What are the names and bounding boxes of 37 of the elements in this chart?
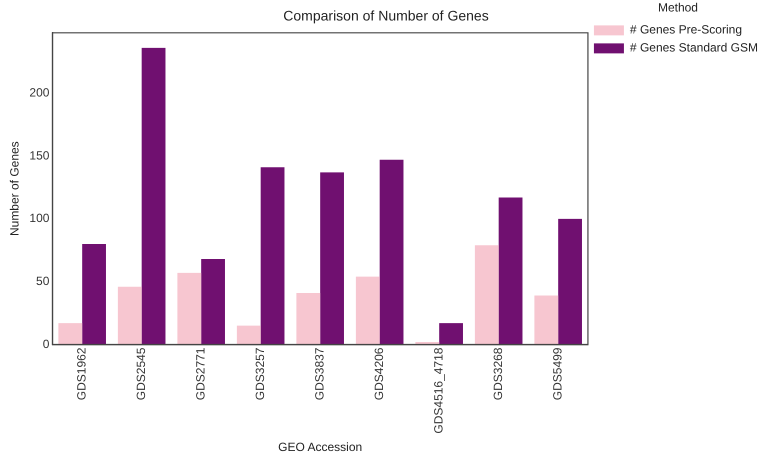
bar (356, 276, 380, 345)
bar (177, 272, 202, 345)
bar (380, 160, 404, 345)
x-tick-label: GDS5499 (550, 347, 564, 400)
x-tick-label: GDS2545 (134, 347, 148, 400)
y-axis-title: Number of Genes (8, 141, 22, 236)
y-tick-label: 50 (36, 274, 50, 288)
bar (58, 323, 82, 345)
x-tick-label: GDS3268 (490, 347, 505, 400)
bar (320, 172, 344, 345)
legend-label: # Genes Standard GSM (630, 40, 758, 55)
bar (201, 259, 225, 345)
x-tick-label: GDS3257 (252, 347, 267, 400)
bar (439, 323, 463, 345)
y-tick-label: 200 (29, 85, 50, 100)
y-tick-label: 150 (29, 148, 50, 162)
bar (236, 326, 261, 345)
bar (498, 197, 522, 345)
bar (142, 48, 166, 345)
bar (296, 292, 320, 345)
x-tick-label: GDS1962 (74, 347, 88, 400)
y-tick-label: 100 (29, 211, 50, 226)
bar (82, 244, 106, 345)
chart-title: Comparison of Number of Genes (283, 7, 489, 24)
x-axis-title: GEO Accession (278, 440, 362, 454)
x-tick-label: GDS2771 (193, 347, 208, 400)
legend-label: # Genes Pre-Scoring (630, 22, 742, 37)
y-tick-label: 0 (42, 336, 50, 351)
bar (118, 286, 142, 345)
x-tick-label: GDS4206 (372, 347, 386, 400)
bar (558, 218, 582, 345)
bar (474, 245, 499, 345)
bar (534, 296, 558, 345)
legend-title: Method (658, 0, 698, 14)
x-tick-label: GDS4516_4718 (431, 347, 446, 434)
bar (260, 167, 284, 345)
x-tick-label: GDS3837 (312, 347, 326, 400)
